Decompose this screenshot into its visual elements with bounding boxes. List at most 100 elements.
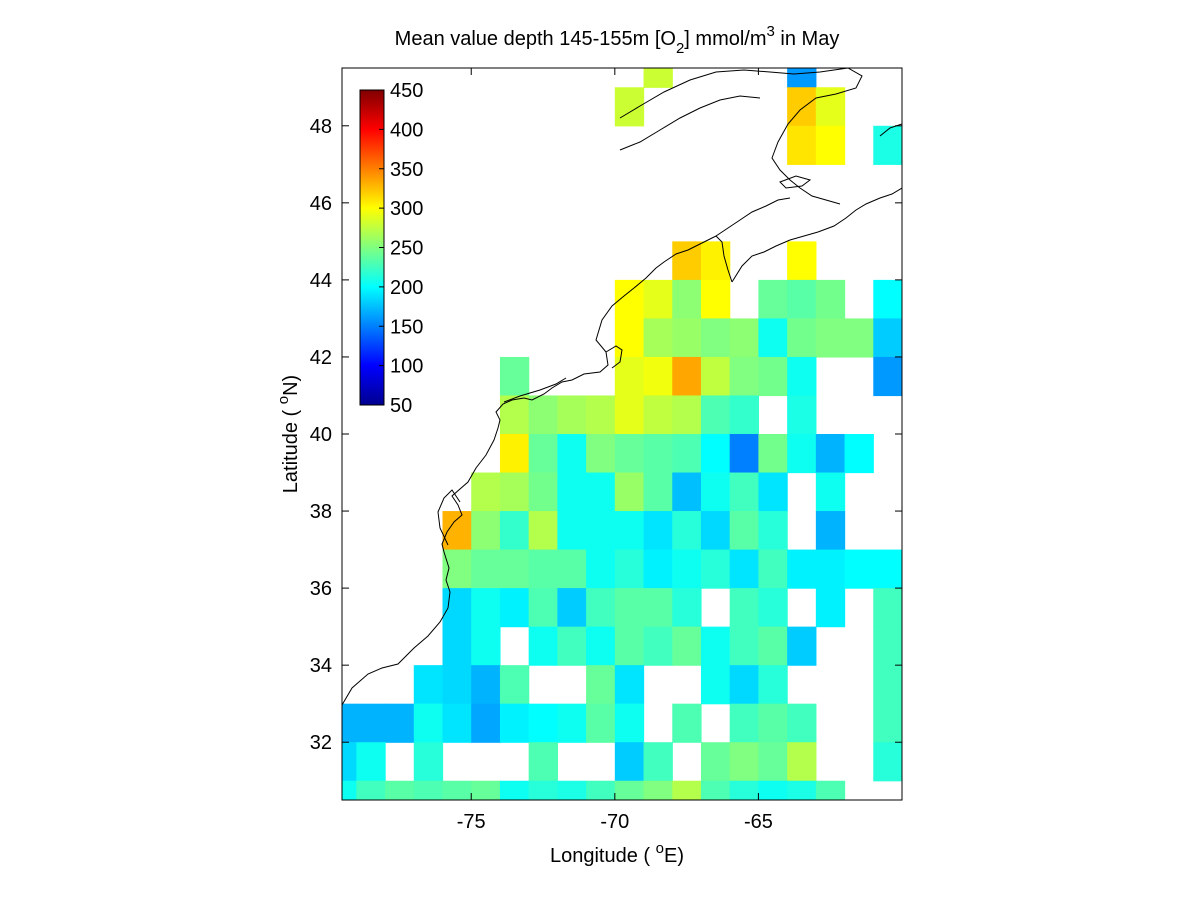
- data-cell: [700, 318, 731, 358]
- data-cell: [557, 780, 587, 800]
- data-cell: [758, 511, 788, 551]
- data-cell: [528, 588, 558, 628]
- data-cell: [499, 703, 530, 743]
- coastline-delmarva: [437, 489, 461, 546]
- x-tick-label: -70: [600, 811, 629, 833]
- data-cell: [643, 356, 673, 397]
- data-cell: [815, 318, 846, 358]
- data-cell: [787, 318, 817, 358]
- data-cell: [815, 472, 846, 512]
- data-cell: [700, 356, 731, 397]
- data-cell: [672, 703, 702, 743]
- data-cell: [528, 742, 558, 782]
- data-cell: [873, 549, 902, 589]
- data-cell: [729, 434, 760, 474]
- y-tick-label: 34: [310, 655, 332, 677]
- data-cell: [614, 472, 645, 512]
- data-cell: [758, 318, 788, 358]
- data-cell: [442, 511, 472, 551]
- data-cell: [787, 703, 817, 743]
- data-cell: [787, 125, 817, 165]
- data-cell: [643, 626, 673, 666]
- data-cell: [758, 279, 788, 320]
- y-axis-ticks: 32 34 36 38 40 42 44 46 48: [310, 116, 902, 754]
- data-cell: [471, 472, 501, 512]
- colorbar-ticks: 50 100 150 200 250 300 350 400 450: [379, 80, 423, 417]
- data-cell: [787, 395, 817, 435]
- data-cell: [471, 665, 501, 705]
- coastline: [342, 68, 902, 706]
- data-cell: [342, 742, 357, 782]
- data-cell: [499, 780, 530, 800]
- data-cell: [815, 780, 846, 800]
- data-cell: [729, 780, 760, 800]
- data-cell: [672, 626, 702, 666]
- data-cell: [729, 665, 760, 705]
- data-cell: [614, 434, 645, 474]
- coastline-gaspe: [619, 95, 761, 151]
- data-cell: [844, 549, 874, 589]
- colorbar-tick-label: 200: [390, 277, 423, 299]
- data-cell: [614, 703, 645, 743]
- y-axis-label-text: Latitude (: [280, 404, 302, 493]
- title-unit: ] mmol/m: [684, 28, 766, 50]
- data-cell: [413, 703, 444, 743]
- data-cell: [557, 626, 587, 666]
- data-cell: [873, 588, 902, 628]
- data-cell: [787, 742, 817, 782]
- data-cell: [873, 318, 902, 358]
- data-cell: [356, 703, 386, 743]
- data-cell: [758, 780, 788, 800]
- data-cell: [758, 356, 788, 397]
- data-cell: [873, 279, 902, 320]
- data-cell: [614, 665, 645, 705]
- data-cell: [873, 703, 902, 743]
- data-cell: [700, 395, 731, 435]
- data-cell: [528, 511, 558, 551]
- colorbar-tick-label: 450: [390, 80, 423, 102]
- data-cell: [787, 626, 817, 666]
- y-tick-label: 32: [310, 732, 332, 754]
- data-cell: [557, 434, 587, 474]
- data-cell: [471, 780, 501, 800]
- data-cell: [557, 395, 587, 435]
- coastline-bay-of-fundy: [715, 197, 791, 237]
- data-cell: [643, 318, 673, 358]
- title-tail: in May: [775, 28, 839, 50]
- y-tick-label: 44: [310, 270, 332, 292]
- data-cell: [614, 511, 645, 551]
- data-cell: [499, 434, 530, 474]
- data-cell: [643, 511, 673, 551]
- data-cell: [815, 434, 846, 474]
- map-plot-area: -75 -70 -65 32 34 36 38 40 42 44 46 48: [310, 67, 903, 833]
- figure-title: Mean value depth 145-155m [O2] mmol/m3 i…: [395, 23, 840, 57]
- data-cell: [700, 626, 731, 666]
- y-tick-label: 36: [310, 578, 332, 600]
- y-tick-label: 42: [310, 347, 332, 369]
- x-axis-degree-sign: o: [656, 840, 664, 857]
- data-cell: [643, 395, 673, 435]
- data-cell: [499, 665, 530, 705]
- data-cell: [614, 588, 645, 628]
- data-cell: [413, 780, 444, 800]
- data-cell: [442, 665, 472, 705]
- data-cell: [672, 434, 702, 474]
- data-cell: [586, 665, 616, 705]
- data-cell: [729, 626, 760, 666]
- data-cell: [643, 588, 673, 628]
- data-cell: [729, 318, 760, 358]
- data-cell: [844, 434, 874, 474]
- data-cell: [672, 279, 702, 320]
- colorbar: 50 100 150 200 250 300 350 400 450: [359, 80, 423, 417]
- data-cell: [614, 356, 645, 397]
- data-cell: [672, 780, 702, 800]
- data-cell: [471, 588, 501, 628]
- x-axis-label-text: Longitude (: [550, 845, 656, 867]
- data-cell: [442, 780, 472, 800]
- data-cell: [614, 395, 645, 435]
- data-cell: [758, 665, 788, 705]
- data-cell: [643, 279, 673, 320]
- data-cells: [342, 68, 902, 800]
- data-cell: [787, 549, 817, 589]
- data-cell: [499, 511, 530, 551]
